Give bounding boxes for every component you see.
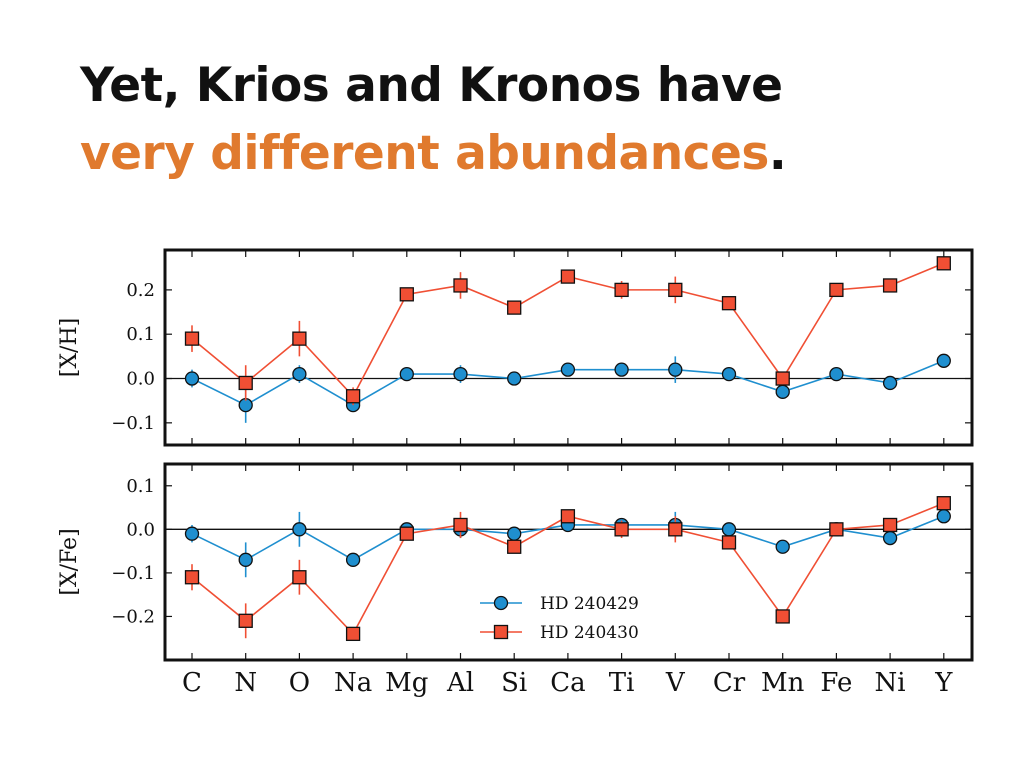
x-tick-label: O [289,668,310,698]
data-point-2 [507,300,522,315]
data-point-1 [292,522,307,537]
data-point-2 [184,570,200,585]
data-point-1 [507,371,522,386]
title-highlight: very different abundances [80,126,769,181]
data-point-2 [292,331,307,346]
y-axis-label: [X/Fe] [57,528,82,595]
data-point-2 [292,570,307,585]
x-tick-label: Cr [713,668,746,698]
data-point-1 [399,366,414,382]
x-tick-label: N [234,668,257,698]
x-tick-label: Na [334,668,372,698]
x-tick-label: C [182,668,202,698]
data-point-1 [882,375,898,391]
data-point-2 [829,522,844,537]
data-point-2 [614,282,629,298]
data-point-1 [775,384,790,399]
data-point-2 [453,517,468,533]
data-point-2 [668,522,683,537]
data-point-2 [507,539,522,554]
x-tick-label: Mn [761,668,805,698]
x-tick-label: V [665,668,686,698]
x-tick-label: Al [446,668,474,698]
data-point-2 [184,331,200,346]
x-tick-label: Ni [875,668,906,698]
y-tick-label: −0.2 [111,606,155,627]
data-point-2 [238,613,253,628]
data-point-1 [721,522,737,537]
panel-1: 0.2 0.1 0.0 −0.1 [X/H] [57,248,974,447]
x-tick-label: Ti [609,668,635,698]
x-tick-label: Fe [820,668,852,698]
data-point-1 [882,530,898,546]
y-tick-label: −0.1 [111,413,155,434]
data-point-1 [292,366,307,382]
y-tick-label: 0.0 [126,369,155,390]
data-point-1 [668,362,683,377]
x-tick-label: Si [501,668,527,698]
data-point-1 [936,353,951,368]
y-tick-label: 0.1 [126,324,155,345]
y-tick-label: 0.2 [126,280,155,301]
data-point-2 [238,375,253,391]
data-point-2 [775,371,790,386]
data-point-2 [560,509,576,524]
legend-label: HD 240430 [540,623,639,643]
y-tick-label: −0.1 [111,563,155,584]
x-tick-label: Ca [550,668,585,698]
x-tick-label: Mg [385,668,428,698]
data-point-2 [936,496,951,511]
data-point-2 [936,256,951,271]
legend: HD 240429 HD 240430 [480,594,639,643]
panel-2: 0.1 0.0 −0.1 −0.2 C N O Na Mg Al Si Ca Ti V Cr Mn Fe Ni Y [… [57,462,974,698]
data-point-1 [345,552,361,567]
data-point-1 [184,526,200,541]
title-period: . [768,126,787,181]
legend-marker [493,624,509,640]
data-point-2 [614,522,629,537]
data-point-2 [829,282,844,298]
data-point-2 [775,609,790,624]
data-point-2 [399,526,414,541]
y-tick-label: 0.1 [126,476,155,497]
x-tick-label: Y [934,668,953,698]
data-point-2 [399,287,414,302]
data-point-1 [453,366,468,382]
data-point-2 [345,626,361,642]
data-point-1 [560,362,576,377]
data-point-1 [238,552,253,567]
data-point-1 [721,366,737,382]
data-point-2 [882,517,898,533]
data-point-2 [721,535,737,550]
data-point-1 [829,366,844,382]
data-point-2 [882,278,898,293]
data-point-2 [721,296,737,311]
data-point-1 [507,526,522,541]
title-line-1: Yet, Krios and Kronos have [80,58,783,113]
data-point-2 [560,269,576,284]
y-axis-label: [X/H] [57,318,82,377]
data-point-2 [668,282,683,298]
slide-title: Yet, Krios and Kronos have very differen… [80,52,787,188]
data-point-1 [775,539,790,554]
data-point-1 [936,509,951,524]
data-point-1 [184,371,200,386]
legend-label: HD 240429 [540,594,639,614]
data-point-2 [453,278,468,293]
data-point-2 [345,389,361,404]
legend-marker [493,595,509,611]
y-tick-label: 0.0 [126,519,155,540]
data-point-1 [614,362,629,377]
